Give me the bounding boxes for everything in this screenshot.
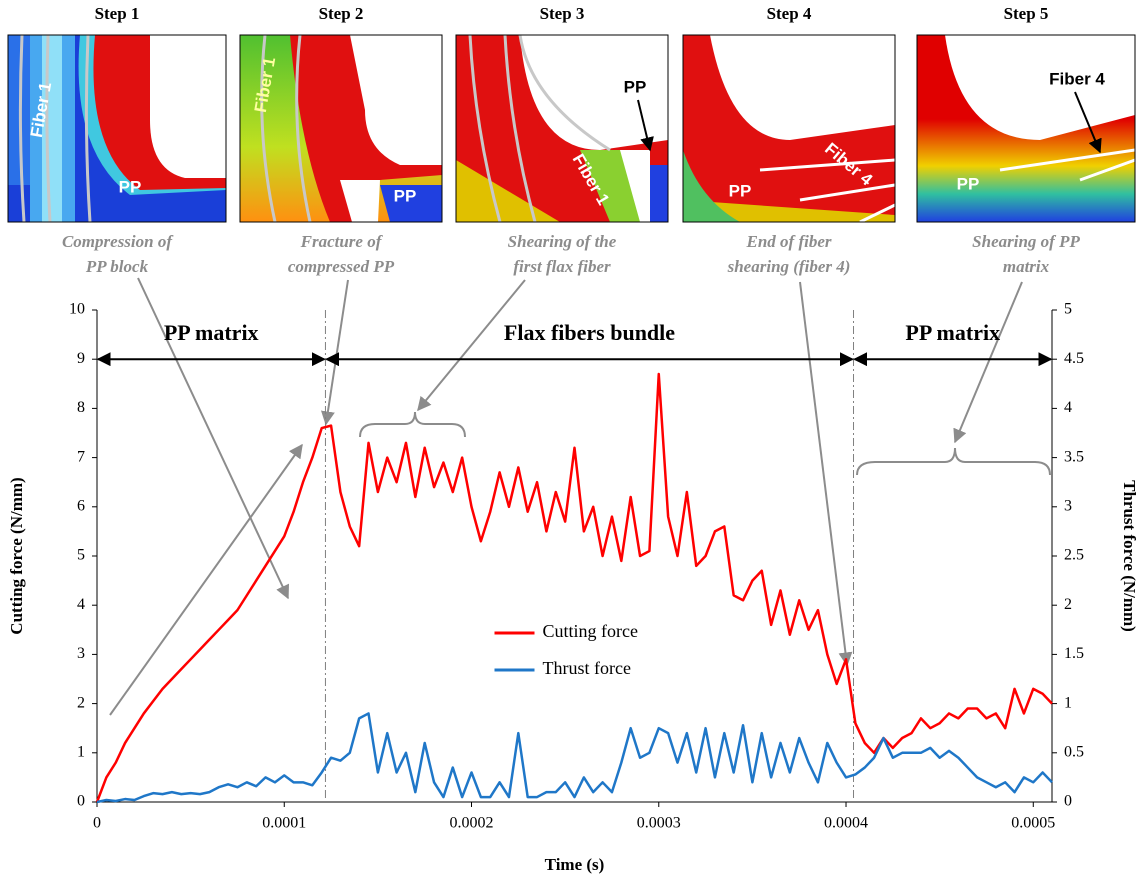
y2-tick-label: 1.5 [1064, 645, 1084, 662]
step-panel [8, 35, 226, 222]
panel-label: PP [957, 174, 980, 193]
x-tick-label: 0.0003 [637, 815, 681, 832]
step-panel [240, 35, 442, 222]
step-title: Step 4 [767, 4, 812, 23]
step-caption: Compression of [62, 232, 174, 251]
panel-label: PP [119, 177, 142, 196]
y2-tick-label: 5 [1064, 301, 1072, 318]
y-tick-label: 2 [77, 694, 85, 711]
y-tick-label: 7 [77, 448, 85, 465]
y-tick-label: 0 [77, 793, 85, 810]
x-tick-label: 0.0005 [1011, 815, 1055, 832]
legend-label: Thrust force [543, 658, 631, 678]
step-panel [917, 35, 1135, 222]
y2-tick-label: 0.5 [1064, 743, 1084, 760]
y-tick-label: 5 [77, 547, 85, 564]
annotations [109, 277, 1051, 716]
y2-tick-label: 4.5 [1064, 350, 1084, 367]
step-caption: PP block [85, 257, 149, 276]
step-panel [683, 35, 895, 222]
y2-tick-label: 2 [1064, 596, 1072, 613]
y2-tick-label: 1 [1064, 694, 1072, 711]
step-title: Step 1 [95, 4, 140, 23]
y-tick-label: 3 [77, 645, 85, 662]
series-line [96, 712, 1053, 804]
step-title: Step 3 [540, 4, 585, 23]
x-axis-label: Time (s) [545, 855, 605, 874]
step-caption: compressed PP [288, 257, 395, 276]
region-label: PP matrix [164, 320, 259, 345]
step-caption: Fracture of [300, 232, 384, 251]
x-tick-label: 0.0001 [262, 815, 306, 832]
panel-arrow [637, 99, 654, 152]
step-caption: shearing (fiber 4) [727, 257, 851, 276]
step-caption: first flax fiber [513, 257, 611, 276]
panel-arrow [1074, 91, 1102, 154]
step-title: Step 5 [1004, 4, 1049, 23]
y-axis-label: Cutting force (N/mm) [7, 477, 26, 634]
step-caption: matrix [1003, 257, 1050, 276]
x-tick-label: 0.0004 [824, 815, 868, 832]
y2-tick-label: 2.5 [1064, 547, 1084, 564]
step-panel [456, 35, 668, 222]
panel-label: PP [624, 77, 647, 96]
y-tick-label: 1 [77, 743, 85, 760]
step-caption: Shearing of the [508, 232, 617, 251]
y2-tick-label: 3.5 [1064, 448, 1084, 465]
series-line [95, 372, 1053, 803]
y2-tick-label: 4 [1064, 399, 1072, 416]
y-tick-label: 9 [77, 350, 85, 367]
x-tick-label: 0.0002 [450, 815, 494, 832]
region-label: PP matrix [905, 320, 1000, 345]
y-tick-label: 8 [77, 399, 85, 416]
panel-label: PP [729, 181, 752, 200]
step-title: Step 2 [319, 4, 364, 23]
y-tick-label: 10 [69, 301, 85, 318]
x-tick-label: 0 [93, 815, 101, 832]
y2-tick-label: 0 [1064, 793, 1072, 810]
panel-label: PP [394, 186, 417, 205]
y2-tick-label: 3 [1064, 497, 1072, 514]
panel-frames [7, 34, 1136, 223]
panel-label: Fiber 4 [1049, 69, 1105, 88]
y-tick-label: 6 [77, 497, 85, 514]
step-caption: End of fiber [746, 232, 832, 251]
y-tick-label: 4 [77, 596, 85, 613]
step-caption: Shearing of PP [972, 232, 1080, 251]
region-label: Flax fibers bundle [504, 320, 675, 345]
y2-axis-label: Thrust force (N/mm) [1120, 480, 1139, 632]
legend-label: Cutting force [543, 621, 638, 641]
